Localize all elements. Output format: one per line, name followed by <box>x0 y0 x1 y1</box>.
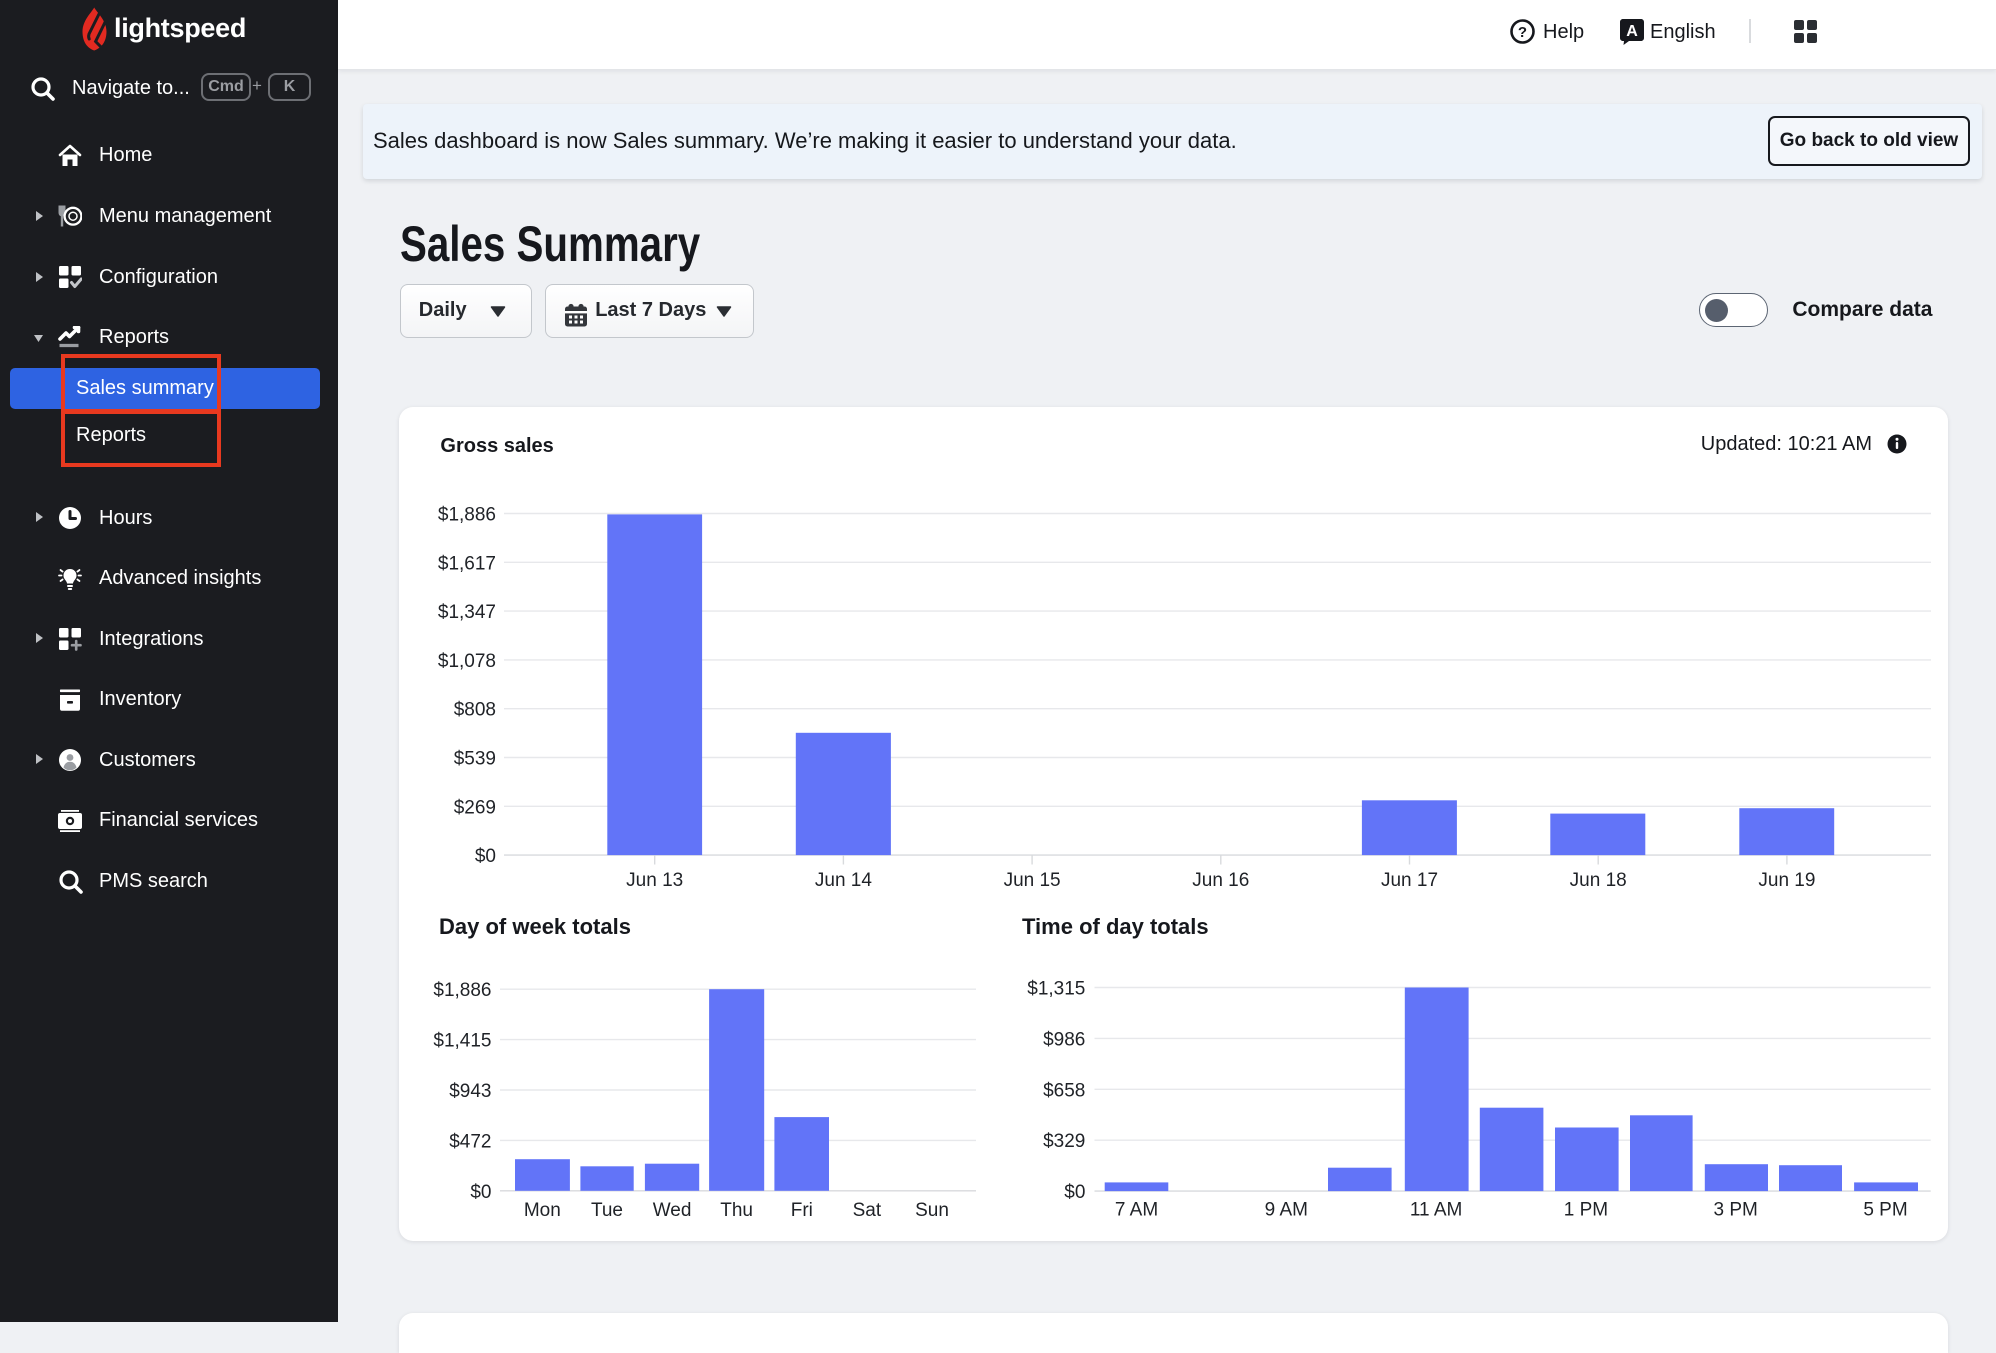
svg-text:Jun 18: Jun 18 <box>1570 870 1627 891</box>
svg-text:Jun 19: Jun 19 <box>1758 870 1815 891</box>
svg-text:$808: $808 <box>454 700 496 721</box>
svg-text:$1,617: $1,617 <box>438 553 496 574</box>
svg-text:$269: $269 <box>454 797 496 818</box>
svg-text:$1,315: $1,315 <box>1027 979 1085 1000</box>
svg-text:11 AM: 11 AM <box>1410 1200 1462 1221</box>
svg-text:$0: $0 <box>475 846 496 867</box>
svg-text:$539: $539 <box>454 749 496 770</box>
svg-text:$329: $329 <box>1043 1131 1085 1152</box>
svg-text:1 PM: 1 PM <box>1564 1200 1608 1221</box>
svg-text:$1,078: $1,078 <box>438 651 496 672</box>
svg-text:$1,886: $1,886 <box>433 980 491 1001</box>
svg-text:Mon: Mon <box>524 1200 561 1221</box>
svg-text:$943: $943 <box>449 1081 491 1102</box>
svg-text:3 PM: 3 PM <box>1714 1200 1758 1221</box>
svg-text:$1,886: $1,886 <box>438 505 496 526</box>
svg-text:Tue: Tue <box>591 1200 623 1221</box>
svg-text:?: ? <box>1518 24 1527 41</box>
svg-text:$1,347: $1,347 <box>438 602 496 623</box>
svg-text:A: A <box>1626 23 1638 40</box>
svg-text:Jun 14: Jun 14 <box>815 870 872 891</box>
svg-text:$0: $0 <box>1064 1182 1085 1203</box>
svg-text:7 AM: 7 AM <box>1115 1200 1158 1221</box>
svg-text:Jun 17: Jun 17 <box>1381 870 1438 891</box>
svg-text:Sat: Sat <box>853 1200 882 1221</box>
svg-text:$472: $472 <box>449 1131 491 1152</box>
svg-text:$0: $0 <box>470 1182 491 1203</box>
svg-text:$986: $986 <box>1043 1029 1085 1050</box>
svg-text:Thu: Thu <box>720 1200 753 1221</box>
svg-text:9 AM: 9 AM <box>1265 1200 1308 1221</box>
svg-text:$1,415: $1,415 <box>433 1031 491 1052</box>
svg-text:Jun 16: Jun 16 <box>1192 870 1249 891</box>
svg-text:Fri: Fri <box>791 1200 813 1221</box>
svg-text:Jun 15: Jun 15 <box>1004 870 1061 891</box>
svg-text:Wed: Wed <box>653 1200 692 1221</box>
svg-text:$658: $658 <box>1043 1080 1085 1101</box>
svg-text:Sun: Sun <box>915 1200 949 1221</box>
svg-text:5 PM: 5 PM <box>1863 1200 1907 1221</box>
svg-text:Jun 13: Jun 13 <box>626 870 683 891</box>
